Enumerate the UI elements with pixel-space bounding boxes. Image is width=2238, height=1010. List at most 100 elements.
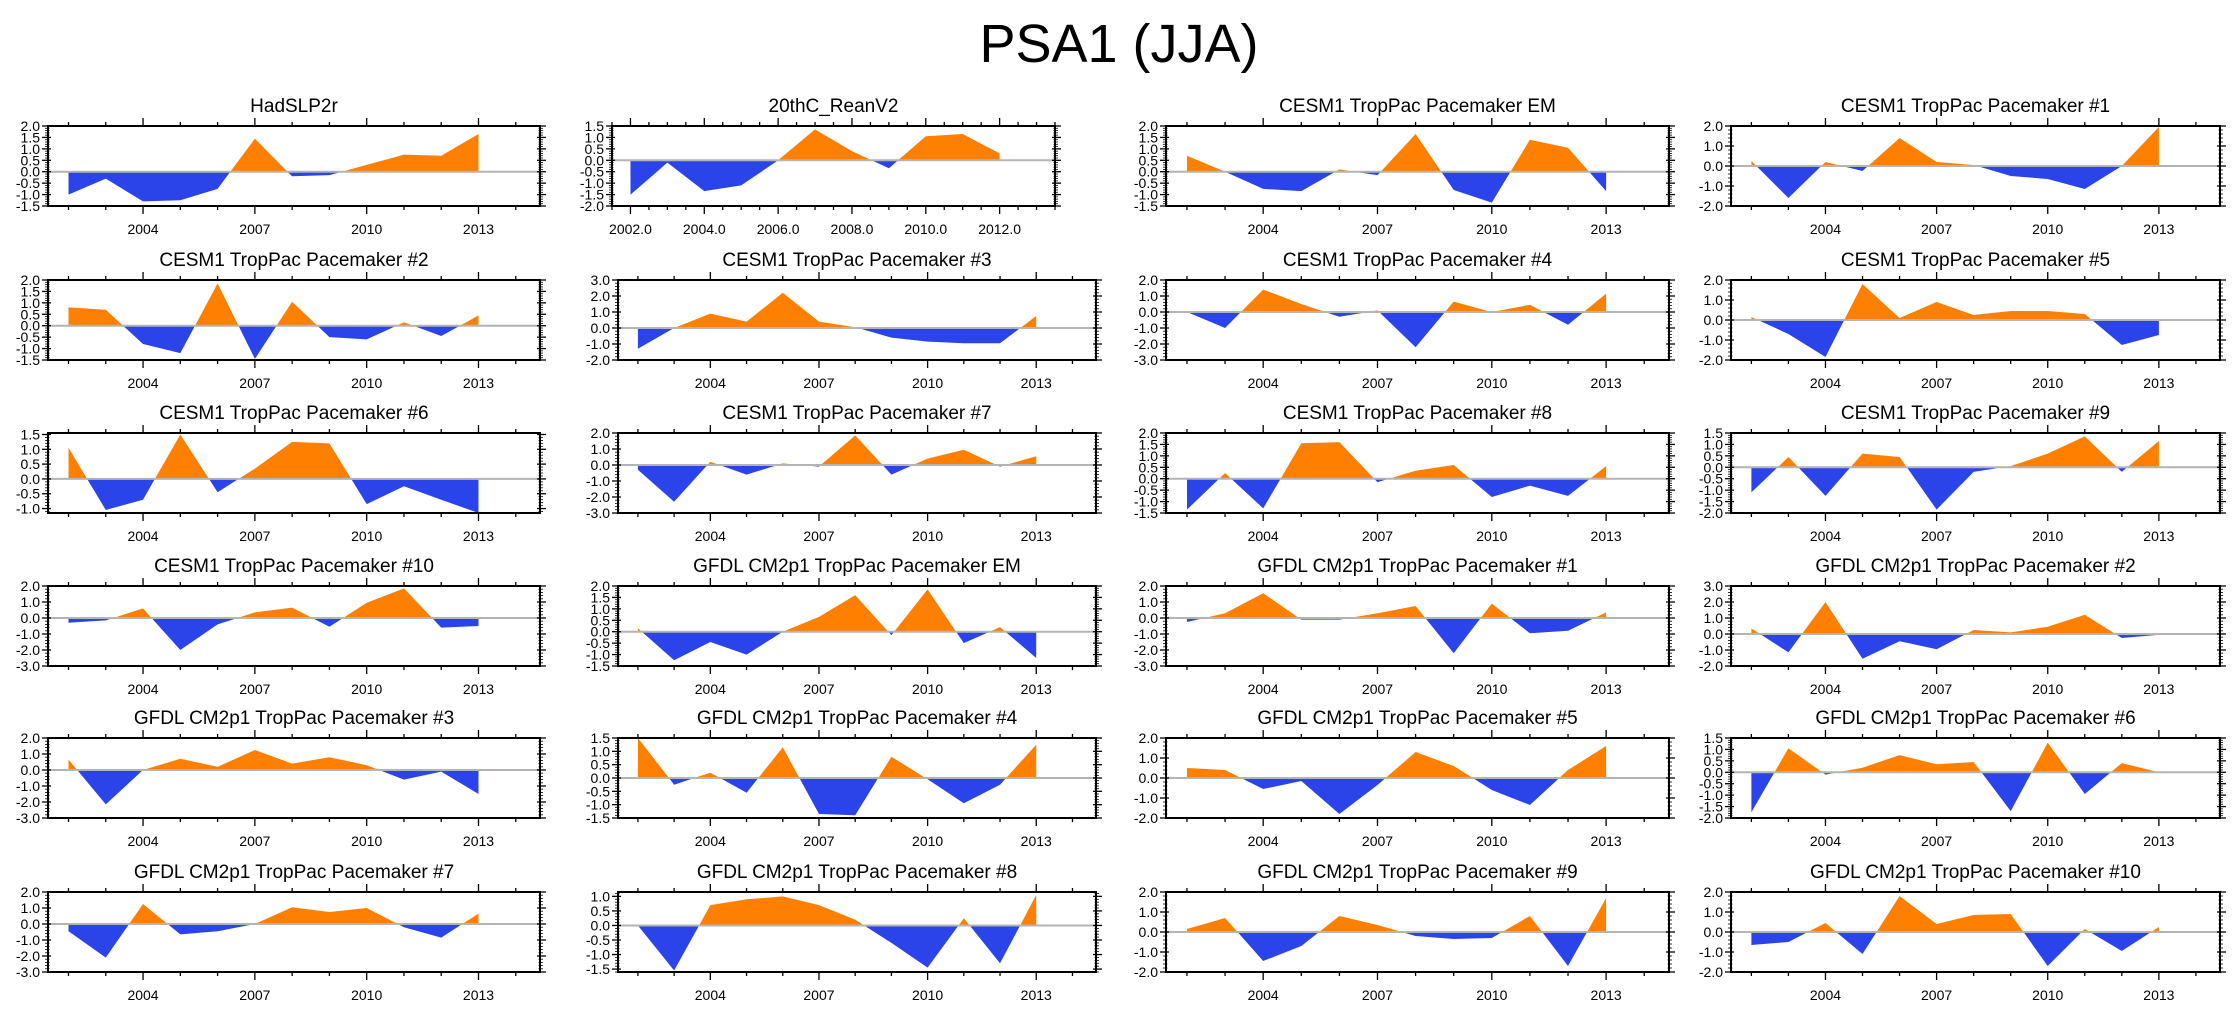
y-tick-label: 1.0 <box>585 129 605 145</box>
y-tick-label: 0.5 <box>21 456 41 472</box>
panel: CESM1 TropPac Pacemaker #9 2004 2007 2010 20… <box>1699 403 2226 544</box>
x-tick-label: 2004 <box>1810 375 1841 391</box>
y-tick-label: 1.0 <box>1704 904 1724 920</box>
x-tick-label: 2007 <box>1362 833 1393 849</box>
panel-title: GFDL CM2p1 TropPac Pacemaker #2 <box>1815 556 2135 577</box>
plot-frame <box>1165 279 1670 361</box>
x-tick-label: 2007 <box>803 681 834 697</box>
y-tick-label: 0.5 <box>1139 459 1159 475</box>
y-tick-label: -3.0 <box>16 658 40 674</box>
y-tick-label: 0.0 <box>585 152 605 168</box>
y-tick-label: 2.0 <box>21 578 41 594</box>
x-tick-label: 2004 <box>127 221 158 237</box>
y-tick-label: 2.0 <box>1704 594 1724 610</box>
x-tick-label: 2007 <box>1362 375 1393 391</box>
x-tick-label: 2004 <box>1810 987 1841 1003</box>
x-tick-label: 2010 <box>351 681 382 697</box>
x-tick-label: 2013 <box>1021 987 1052 1003</box>
y-tick-label: -1.0 <box>16 778 40 794</box>
y-tick-label: 2.0 <box>1139 118 1159 134</box>
negative-area <box>68 924 479 958</box>
panel-title: GFDL CM2p1 TropPac Pacemaker #7 <box>134 862 454 883</box>
y-tick-label: 0.0 <box>591 457 611 473</box>
negative-area <box>637 328 1037 349</box>
negative-area <box>1751 166 2159 198</box>
y-tick-label: -1.0 <box>1699 482 1723 498</box>
x-tick-label: 2004 <box>1810 528 1841 544</box>
y-tick-label: -1.5 <box>1134 505 1158 521</box>
y-tick-label: 0.5 <box>591 612 611 628</box>
x-tick-label: 2007 <box>1921 528 1952 544</box>
negative-area <box>1186 478 1607 510</box>
panel-title: 20thC_ReanV2 <box>769 96 899 117</box>
x-tick-label: 2004 <box>127 987 158 1003</box>
negative-area <box>68 770 479 805</box>
y-tick-label: 0.0 <box>1139 471 1159 487</box>
panel: CESM1 TropPac Pacemaker #5 2004 2007 2010 20… <box>1699 250 2226 391</box>
y-tick-label: -2.0 <box>1134 336 1158 352</box>
x-tick-label: 2013 <box>1021 375 1052 391</box>
x-tick-label: 2007 <box>1362 221 1393 237</box>
negative-area <box>1751 320 2159 357</box>
panel-title: CESM1 TropPac Pacemaker #7 <box>722 403 991 424</box>
y-tick-label: -3.0 <box>16 810 40 826</box>
plot-frame <box>617 891 1097 973</box>
y-tick-label: 1.5 <box>591 730 611 746</box>
y-tick-label: 0.0 <box>21 762 41 778</box>
x-tick-label: 2010 <box>1476 833 1507 849</box>
y-tick-label: -1.0 <box>1134 790 1158 806</box>
y-tick-label: -1.5 <box>16 198 40 214</box>
x-tick-label: 2013 <box>463 221 494 237</box>
y-tick-label: -0.5 <box>1134 482 1158 498</box>
x-tick-label: 2013 <box>1591 987 1622 1003</box>
x-tick-label: 2007 <box>239 681 270 697</box>
y-tick-label: -0.5 <box>16 175 40 191</box>
panel-title: GFDL CM2p1 TropPac Pacemaker EM <box>693 556 1021 577</box>
positive-area <box>1751 742 2159 773</box>
y-tick-label: 2.0 <box>21 272 41 288</box>
y-tick-label: -2.0 <box>16 794 40 810</box>
panel-title: CESM1 TropPac Pacemaker #6 <box>159 403 428 424</box>
y-tick-label: 2.0 <box>1139 884 1159 900</box>
x-tick-label: 2004 <box>127 528 158 544</box>
x-tick-label: 2013 <box>463 375 494 391</box>
panel-title: GFDL CM2p1 TropPac Pacemaker #6 <box>1815 708 2135 729</box>
panel-title: GFDL CM2p1 TropPac Pacemaker #8 <box>697 862 1017 883</box>
y-tick-label: -1.0 <box>16 932 40 948</box>
y-tick-label: -2.0 <box>1699 505 1723 521</box>
x-tick-label: 2007 <box>1921 681 1952 697</box>
x-tick-label: 2007 <box>239 528 270 544</box>
y-tick-label: -1.0 <box>586 947 610 963</box>
x-tick-label: 2007 <box>803 987 834 1003</box>
y-tick-label: 1.5 <box>585 118 605 134</box>
y-tick-label: -1.5 <box>1699 494 1723 510</box>
negative-area <box>1186 932 1607 966</box>
panel-title: GFDL CM2p1 TropPac Pacemaker #9 <box>1257 862 1577 883</box>
x-tick-label: 2010 <box>912 375 943 391</box>
positive-area <box>1751 284 2159 320</box>
plot-frame <box>1730 737 2221 819</box>
y-tick-label: 1.0 <box>1704 138 1724 154</box>
negative-area <box>637 465 1037 502</box>
panel: GFDL CM2p1 TropPac Pacemaker #3 2004 2007 2… <box>16 708 546 849</box>
y-tick-label: -1.0 <box>16 187 40 203</box>
y-tick-label: -1.0 <box>586 647 610 663</box>
positive-area <box>68 134 479 172</box>
y-tick-label: 1.5 <box>21 426 41 442</box>
x-tick-label: 2010 <box>912 833 943 849</box>
y-tick-label: 1.0 <box>21 594 41 610</box>
y-tick-label: 1.0 <box>1139 141 1159 157</box>
y-tick-label: -1.0 <box>16 626 40 642</box>
y-tick-label: 1.0 <box>21 141 41 157</box>
panel: CESM1 TropPac Pacemaker #4 2004 2007 2010 20… <box>1134 250 1675 391</box>
panel: CESM1 TropPac Pacemaker #2 2004 2007 2010 20… <box>16 250 546 391</box>
y-tick-label: 1.0 <box>591 441 611 457</box>
y-tick-label: -2.0 <box>16 642 40 658</box>
y-tick-label: 0.0 <box>1704 764 1724 780</box>
y-tick-label: -2.0 <box>586 489 610 505</box>
plot-frame <box>1165 432 1670 514</box>
main-title: PSA1 (JJA) <box>979 14 1258 74</box>
y-tick-label: -1.5 <box>16 352 40 368</box>
y-tick-label: 0.5 <box>1139 152 1159 168</box>
y-tick-label: -1.5 <box>586 658 610 674</box>
